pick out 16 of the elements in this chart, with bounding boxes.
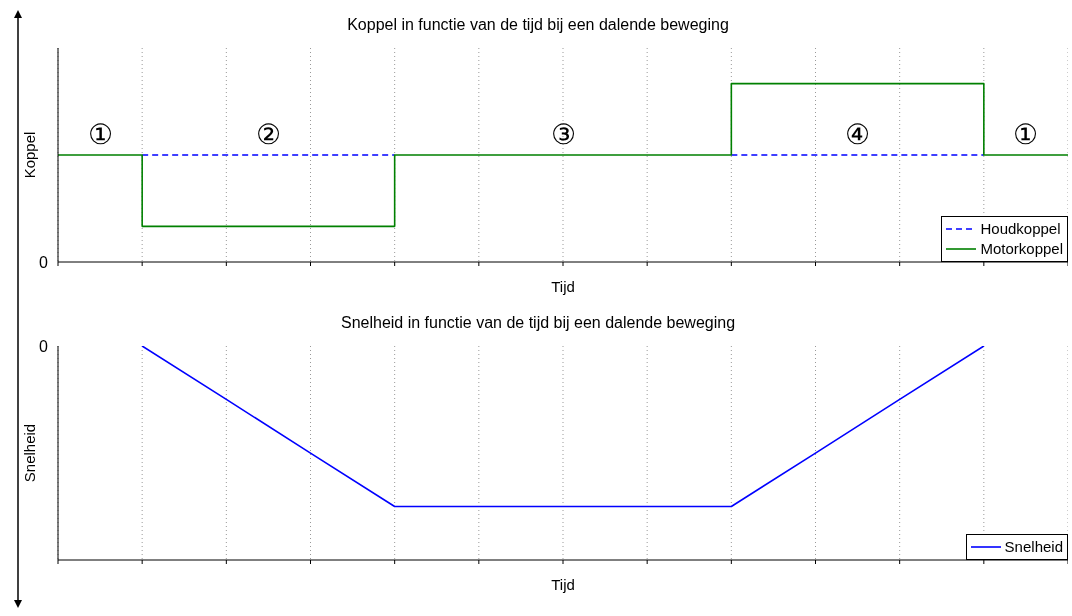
- legend-label: Houdkoppel: [980, 219, 1061, 239]
- legend-label: Snelheid: [1004, 537, 1063, 557]
- annotation: ③: [550, 118, 576, 150]
- annotation: ①: [1013, 118, 1039, 150]
- chart-title: Koppel in functie van de tijd bij een dalende beweging: [346, 16, 730, 34]
- annotation: ①: [87, 118, 113, 150]
- text: 0: [39, 253, 49, 271]
- y-axis-title: Koppel: [21, 131, 39, 179]
- legend-label: Motorkoppel: [980, 239, 1063, 259]
- annotation: ④: [845, 118, 871, 150]
- annotation: 0: [39, 337, 49, 355]
- x-axis-title: Tijd: [551, 576, 575, 593]
- x-axis-title: Tijd: [551, 278, 575, 295]
- annotation: ②: [255, 118, 281, 150]
- y-axis-title: Snelheid: [21, 423, 39, 483]
- chart-title: Snelheid in functie van de tijd bij een dalende beweging: [339, 314, 737, 332]
